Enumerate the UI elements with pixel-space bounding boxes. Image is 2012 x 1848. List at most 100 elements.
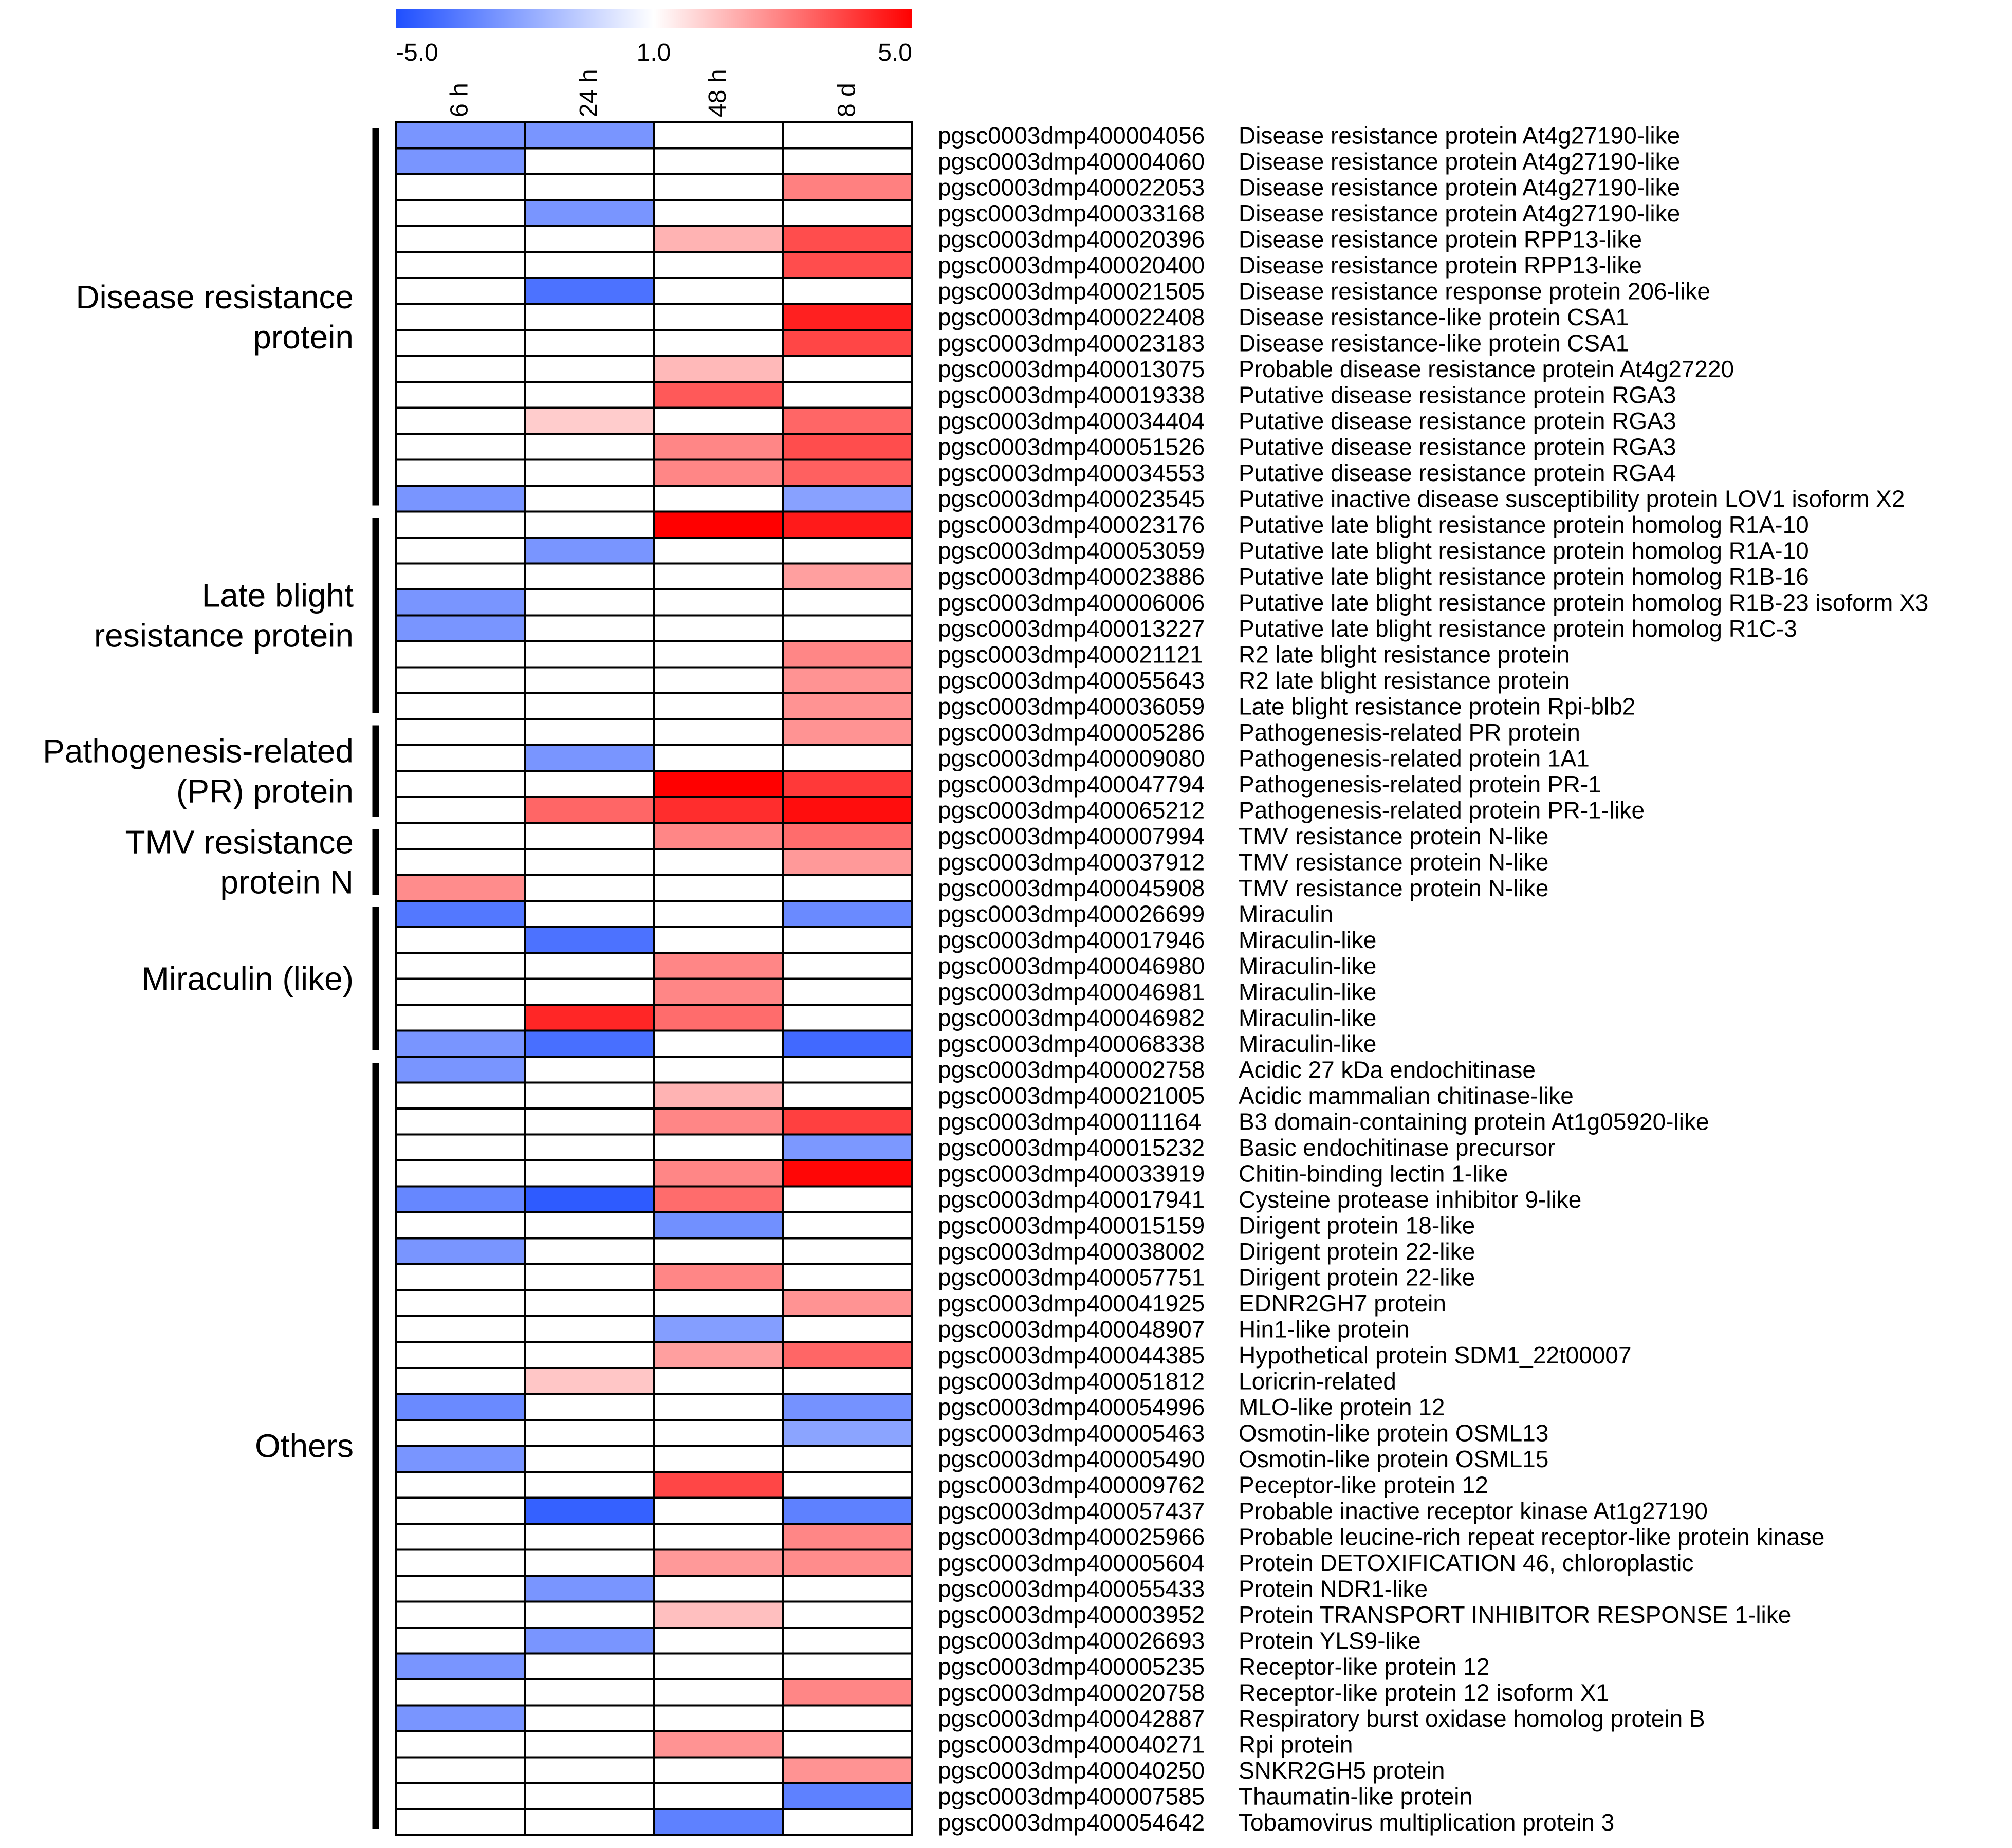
- group-label: (PR) protein: [176, 773, 354, 810]
- heatmap-cell: [782, 1704, 913, 1732]
- heatmap-cell: [653, 510, 784, 539]
- row-gene-id: pgsc0003dmp400036059: [938, 693, 1205, 719]
- heatmap-cell: [782, 1652, 913, 1680]
- heatmap-cell: [395, 147, 526, 175]
- row-gene-id: pgsc0003dmp400005490: [938, 1446, 1205, 1472]
- heatmap-cell: [524, 562, 655, 590]
- heatmap-cell: [395, 744, 526, 772]
- heatmap-cell: [653, 1029, 784, 1058]
- heatmap-cell: [395, 1367, 526, 1395]
- heatmap-cell: [524, 1211, 655, 1240]
- heatmap-cell: [524, 1730, 655, 1759]
- heatmap-cell: [653, 588, 784, 617]
- heatmap-cell: [395, 329, 526, 357]
- row-gene-id: pgsc0003dmp400026693: [938, 1627, 1205, 1654]
- heatmap-cell: [524, 1782, 655, 1810]
- heatmap-cell: [395, 458, 526, 487]
- heatmap-cell: [653, 1367, 784, 1395]
- heatmap-cell: [653, 692, 784, 720]
- row-description: Disease resistance protein At4g27190-lik…: [1239, 148, 1680, 175]
- row-description: Disease resistance protein At4g27190-lik…: [1239, 174, 1680, 200]
- heatmap-cell: [782, 173, 913, 201]
- heatmap-cell: [782, 900, 913, 928]
- heatmap-cell: [524, 1056, 655, 1084]
- heatmap-cell: [524, 1548, 655, 1577]
- heatmap-cell: [524, 458, 655, 487]
- heatmap-cell: [782, 1548, 913, 1577]
- group-label: Pathogenesis-related: [43, 733, 354, 770]
- colorbar: -5.0 1.0 5.0: [396, 9, 912, 66]
- heatmap-cell: [782, 952, 913, 980]
- row-description: Disease resistance protein At4g27190-lik…: [1239, 122, 1680, 149]
- heatmap-cell: [395, 355, 526, 383]
- row-description: Probable disease resistance protein At4g…: [1239, 356, 1734, 382]
- row-gene-id: pgsc0003dmp400004056: [938, 122, 1205, 149]
- heatmap-cell: [395, 1315, 526, 1343]
- heatmap-cell: [395, 1004, 526, 1032]
- heatmap-cell: [653, 199, 784, 227]
- heatmap-cell: [524, 1004, 655, 1032]
- row-gene-id: pgsc0003dmp400005463: [938, 1419, 1205, 1446]
- row-description: R2 late blight resistance protein: [1239, 667, 1570, 694]
- row-gene-id: pgsc0003dmp400005286: [938, 719, 1205, 746]
- heatmap-cell: [524, 1341, 655, 1369]
- row-gene-id: pgsc0003dmp400009080: [938, 745, 1205, 771]
- heatmap-cell: [782, 744, 913, 772]
- heatmap-cell: [395, 1808, 526, 1836]
- heatmap-cell: [782, 251, 913, 279]
- row-description: Thaumatin-like protein: [1239, 1783, 1472, 1809]
- row-description: Osmotin-like protein OSML15: [1239, 1446, 1548, 1472]
- row-description: Hypothetical protein SDM1_22t00007: [1239, 1342, 1632, 1369]
- heatmap-cell: [782, 614, 913, 642]
- group-label: Others: [255, 1428, 354, 1465]
- heatmap-cell: [782, 640, 913, 669]
- heatmap-cell: [524, 1445, 655, 1473]
- row-description: Miraculin-like: [1239, 978, 1376, 1005]
- heatmap-cell: [395, 1782, 526, 1810]
- heatmap-cell: [782, 1730, 913, 1759]
- row-description: Peceptor-like protein 12: [1239, 1471, 1488, 1498]
- heatmap-cell: [653, 329, 784, 357]
- heatmap-cell: [653, 1107, 784, 1136]
- heatmap-cell: [653, 1600, 784, 1629]
- row-description: Putative late blight resistance protein …: [1239, 615, 1797, 642]
- heatmap-cell: [782, 1341, 913, 1369]
- heatmap-cell: [395, 588, 526, 617]
- heatmap-cell: [395, 381, 526, 409]
- heatmap-cell: [653, 848, 784, 876]
- heatmap-cell: [653, 1237, 784, 1265]
- row-gene-id: pgsc0003dmp400046980: [938, 952, 1205, 979]
- heatmap-cell: [524, 874, 655, 902]
- heatmap-cell: [524, 381, 655, 409]
- row-description: TMV resistance protein N-like: [1239, 875, 1548, 901]
- row-description: Receptor-like protein 12: [1239, 1653, 1489, 1680]
- heatmap-cell: [782, 1315, 913, 1343]
- group-label: TMV resistance: [125, 823, 354, 860]
- heatmap-cell: [782, 718, 913, 746]
- heatmap-cell: [395, 121, 526, 150]
- row-description: Miraculin-like: [1239, 1030, 1376, 1057]
- row-gene-id: pgsc0003dmp400011164: [938, 1108, 1201, 1135]
- row-gene-id: pgsc0003dmp400021121: [938, 641, 1203, 668]
- row-gene-id: pgsc0003dmp400034553: [938, 459, 1205, 486]
- heatmap-cell: [395, 1107, 526, 1136]
- heatmap-cell: [782, 1237, 913, 1265]
- row-gene-id: pgsc0003dmp400019338: [938, 381, 1205, 408]
- row-gene-id: pgsc0003dmp400005604: [938, 1549, 1205, 1576]
- heatmap-cell: [653, 1678, 784, 1707]
- heatmap-cell: [395, 1211, 526, 1240]
- heatmap-cell: [524, 303, 655, 331]
- row-description: Miraculin: [1239, 900, 1333, 927]
- heatmap-cell: [653, 614, 784, 642]
- heatmap-cell: [653, 640, 784, 669]
- heatmap-cell: [395, 770, 526, 798]
- column-labels: 6 h 24 h 48 h 8 d: [446, 69, 861, 117]
- group-label: protein N: [220, 863, 354, 900]
- heatmap-cell: [653, 1185, 784, 1213]
- heatmap-cell: [524, 796, 655, 824]
- row-gene-id: pgsc0003dmp400023176: [938, 511, 1205, 538]
- heatmap-cell: [653, 433, 784, 461]
- heatmap-cell: [524, 485, 655, 513]
- heatmap-cell: [395, 926, 526, 954]
- heatmap-cell: [524, 718, 655, 746]
